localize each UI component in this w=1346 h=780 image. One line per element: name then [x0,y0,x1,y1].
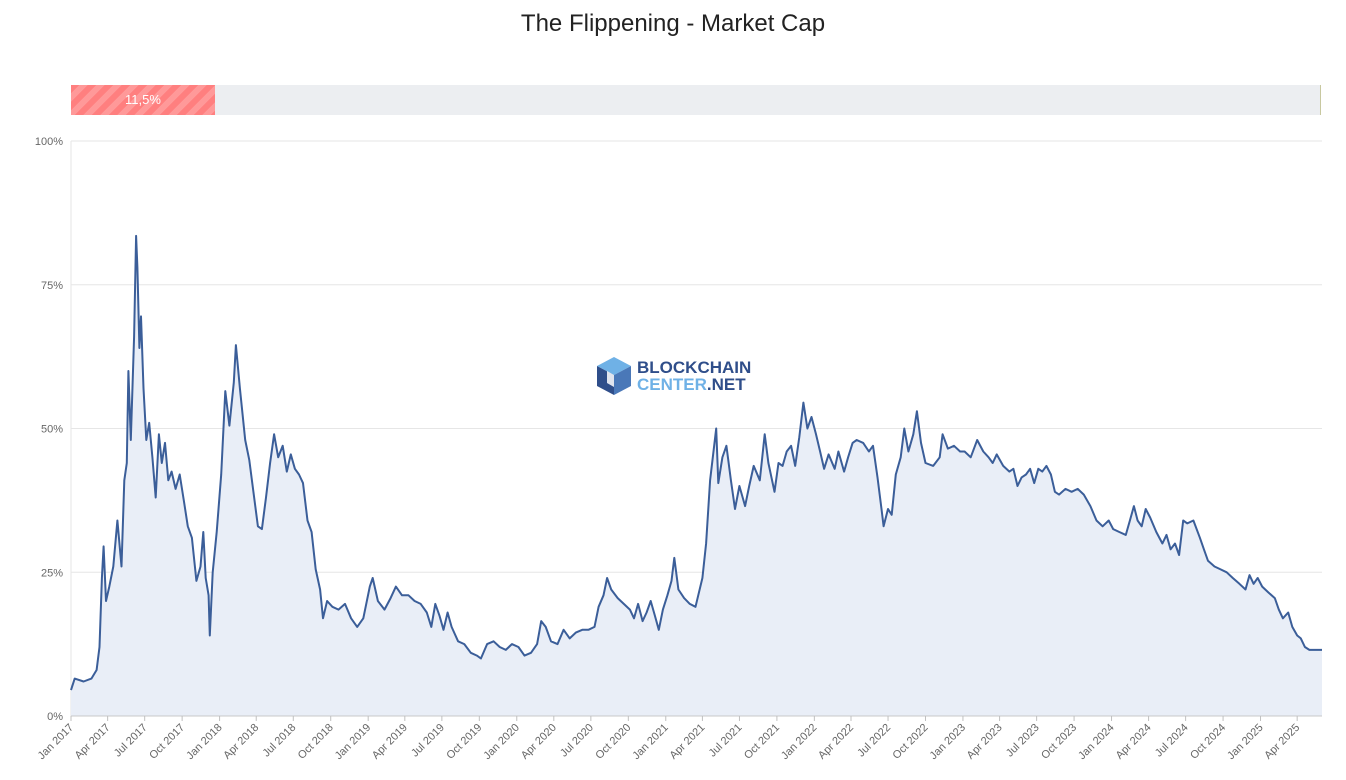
x-tick-label: Jan 2021 [630,722,670,762]
x-tick-label: Oct 2020 [593,722,633,762]
x-tick-label: Jan 2025 [1225,722,1265,762]
y-tick-label: 0% [47,711,63,723]
x-tick-label: Jul 2019 [409,722,447,760]
y-tick-label: 75% [41,280,63,292]
x-tick-label: Apr 2025 [1262,722,1302,762]
blockchaincenter-logo: BLOCKCHAIN CENTER.NET [597,357,751,395]
market-cap-ratio-chart: 0% 25% 50% 75% 100% BLOCKCHAIN CENTER.NET Ja… [35,136,1322,762]
x-tick-label: Oct 2022 [891,722,931,762]
x-tick-label: Jul 2020 [558,722,596,760]
x-tick-label: Apr 2019 [370,722,410,762]
x-tick-label: Jul 2022 [855,722,893,760]
x-tick-label: Apr 2017 [73,722,113,762]
x-tick-label: Jan 2018 [184,722,224,762]
x-tick-label: Oct 2023 [1039,722,1079,762]
watermark-center: CENTER [637,375,707,394]
x-tick-label: Jul 2024 [1153,722,1191,760]
watermark-net: .NET [707,375,746,394]
x-tick-label: Jul 2018 [260,722,298,760]
watermark-line1: BLOCKCHAIN [637,358,751,377]
x-tick-label: Jan 2023 [928,722,968,762]
x-tick-label: Jan 2022 [779,722,819,762]
x-tick-label: Jan 2017 [36,722,76,762]
x-tick-label: Apr 2022 [816,722,856,762]
y-tick-label: 50% [41,424,63,436]
x-tick-label: Jul 2017 [112,722,150,760]
x-tick-label: Jul 2021 [707,722,745,760]
x-tick-label: Jul 2023 [1004,722,1042,760]
x-tick-label: Oct 2018 [296,722,336,762]
x-tick-label: Oct 2017 [147,722,187,762]
flippening-progress-bar: 11,5% [71,85,1321,115]
cube-logo-icon [597,357,631,395]
x-tick-label: Apr 2021 [667,722,707,762]
watermark-line2: CENTER.NET [637,375,746,394]
x-tick-label: Jan 2020 [481,722,521,762]
x-tick-label: Oct 2021 [742,722,782,762]
x-tick-label: Oct 2024 [1188,722,1228,762]
series-line [70,234,1322,691]
x-tick-label: Jan 2019 [333,722,373,762]
y-tick-label: 100% [35,136,63,148]
x-tick-label: Oct 2019 [444,722,484,762]
x-tick-label: Jan 2024 [1076,722,1116,762]
y-tick-label: 25% [41,567,63,579]
x-tick-label: Apr 2020 [519,722,559,762]
y-axis: 0% 25% 50% 75% 100% [35,136,63,723]
series-area-fill [71,235,1322,716]
chart-title: The Flippening - Market Cap [520,10,826,37]
x-tick-label: Apr 2024 [1114,722,1154,762]
x-tick-label: Apr 2023 [965,722,1005,762]
progress-label: 11,5% [125,92,161,107]
x-tick-label: Apr 2018 [221,722,261,762]
progress-fill [71,85,215,115]
